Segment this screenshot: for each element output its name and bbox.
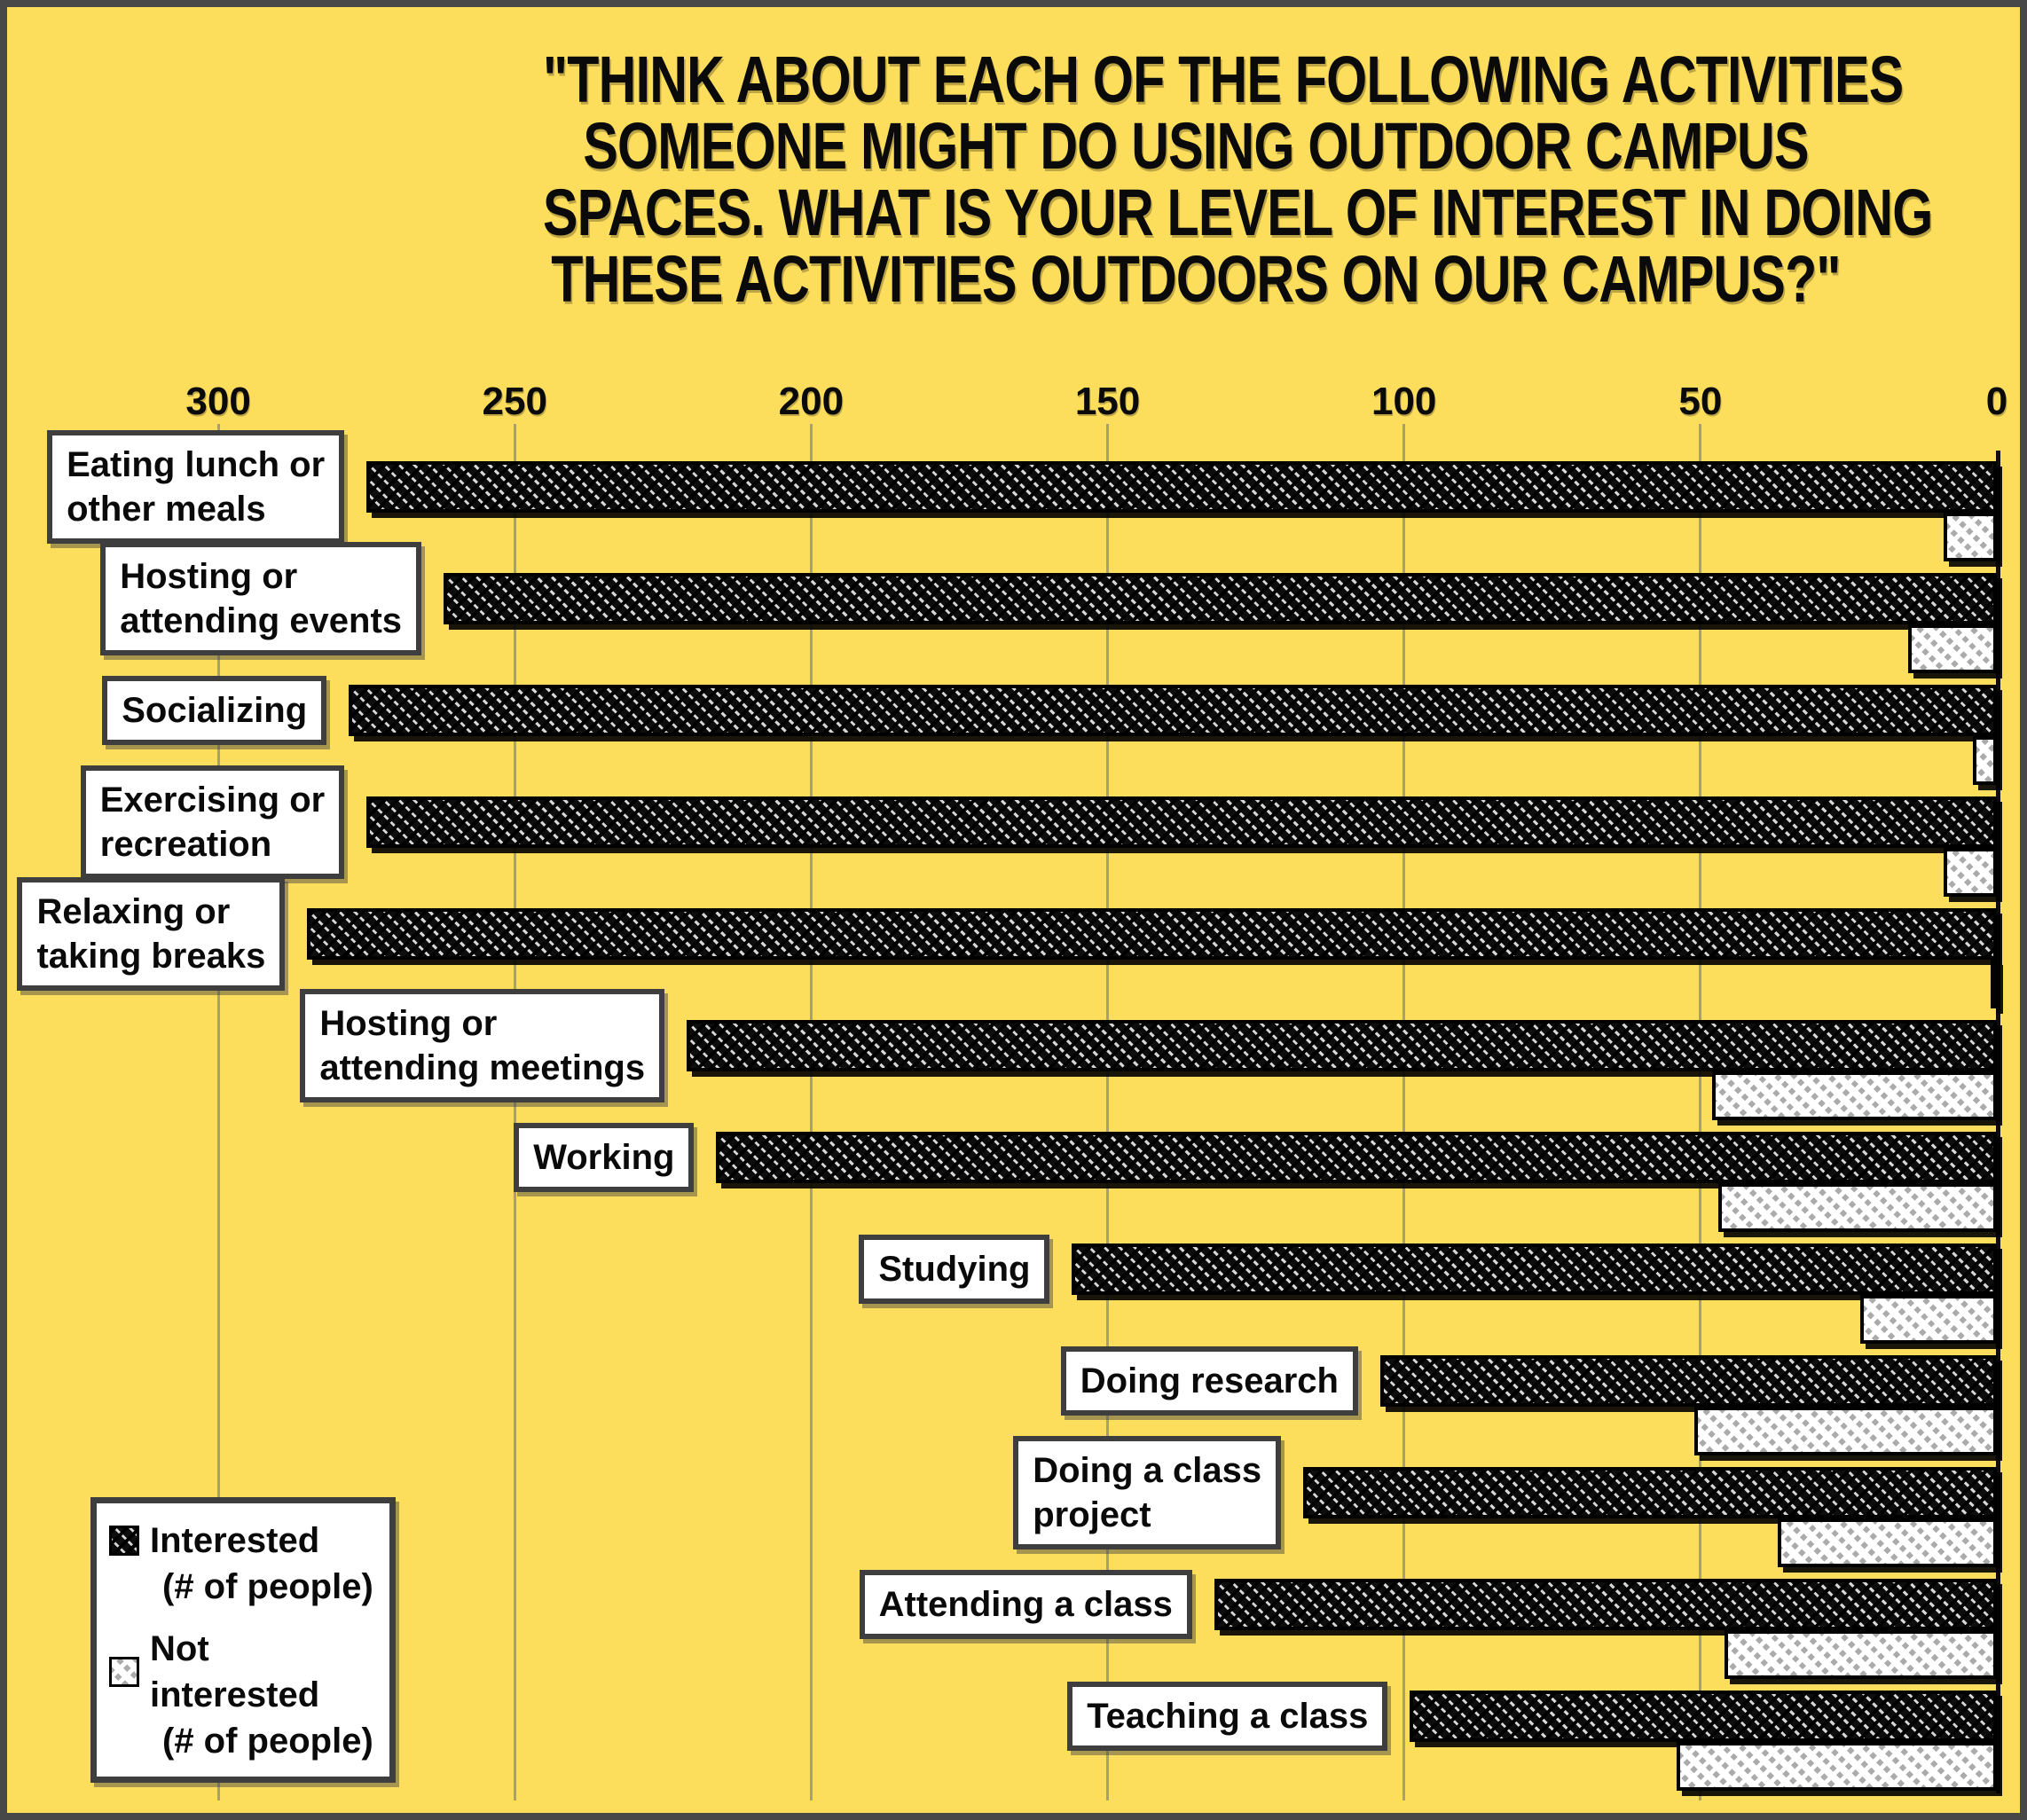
category-label: Hosting or attending meetings (300, 989, 665, 1102)
not-interested-bar (1973, 736, 1997, 785)
interested-bar (1072, 1243, 1997, 1295)
x-tick-label-0: 0 (1985, 380, 2008, 423)
category-label: Doing a class project (1013, 1436, 1282, 1549)
legend-label: Interested (150, 1521, 320, 1560)
gridline-150 (1106, 424, 1110, 1800)
x-tick-label-200: 200 (778, 380, 845, 423)
interested-bar (716, 1132, 1997, 1183)
interested-bar (349, 685, 1997, 736)
x-tick-label-150: 150 (1074, 380, 1141, 423)
legend-sublabel: (# of people) (162, 1567, 373, 1606)
category-label: Socializing (102, 676, 327, 745)
category-label: Studying (859, 1235, 1050, 1304)
interested-bar (1410, 1691, 1997, 1742)
legend-entry-interested: Interested (# of people) (109, 1518, 381, 1610)
chart-title-line: SOMEONE MIGHT DO USING OUTDOOR CAMPUS (583, 109, 1809, 183)
interested-bar (366, 461, 1997, 513)
not-interested-bar (1694, 1407, 1997, 1455)
interested-bar (1303, 1467, 1997, 1518)
not-interested-bar (1777, 1518, 1997, 1567)
legend: Interested (# of people) Not interested … (90, 1497, 396, 1783)
interested-bar (687, 1020, 1997, 1071)
not-interested-bar (1712, 1071, 1997, 1120)
legend-label: Not interested (150, 1629, 320, 1714)
gridline-250 (513, 424, 516, 1800)
chart-title-line: "THINK ABOUT EACH OF THE FOLLOWING ACTIV… (543, 43, 1904, 116)
x-tick-label-250: 250 (482, 380, 547, 423)
interested-bar (444, 573, 1997, 624)
chart-title: "THINK ABOUT EACH OF THE FOLLOWING ACTIV… (380, 46, 2012, 312)
x-axis-zero-line (1996, 451, 2000, 1793)
not-interested-bar (1907, 624, 1997, 673)
interested-bar (1379, 1355, 1997, 1407)
not-interested-bar (1724, 1630, 1997, 1679)
category-label: Hosting or attending events (100, 542, 422, 655)
interested-bar (1214, 1579, 1997, 1630)
chart-title-line: THESE ACTIVITIES OUTDOORS ON OUR CAMPUS?… (551, 242, 1841, 316)
category-label: Teaching a class (1067, 1682, 1388, 1751)
category-label: Doing research (1060, 1346, 1358, 1416)
legend-sublabel: (# of people) (162, 1722, 373, 1761)
interested-bar (366, 796, 1997, 848)
category-label: Relaxing or taking breaks (17, 877, 286, 991)
not-interested-bar (1860, 1295, 1997, 1344)
not-interested-bar (1677, 1742, 1997, 1791)
not-interested-swatch-icon (109, 1657, 139, 1687)
category-label: Attending a class (859, 1570, 1192, 1639)
category-label: Eating lunch or other meals (47, 430, 345, 544)
interested-swatch-icon (109, 1526, 139, 1556)
interested-bar (307, 908, 1997, 960)
x-tick-label-50: 50 (1678, 380, 1723, 423)
not-interested-bar (1943, 513, 1997, 561)
category-label: Working (514, 1123, 695, 1192)
not-interested-bar (1943, 848, 1997, 897)
gridline-50 (1699, 424, 1702, 1800)
x-tick-label-100: 100 (1371, 380, 1437, 423)
gridline-200 (809, 424, 813, 1800)
gridline-300 (216, 424, 220, 1800)
legend-entry-not-interested: Not interested (# of people) (109, 1626, 381, 1764)
not-interested-bar (1717, 1183, 1997, 1232)
x-tick-label-300: 300 (185, 380, 251, 423)
not-interested-bar (1991, 960, 1999, 1008)
gridline-100 (1402, 424, 1406, 1800)
category-label: Exercising or recreation (80, 765, 345, 879)
chart-title-line: SPACES. WHAT IS YOUR LEVEL OF INTEREST I… (543, 176, 1933, 249)
